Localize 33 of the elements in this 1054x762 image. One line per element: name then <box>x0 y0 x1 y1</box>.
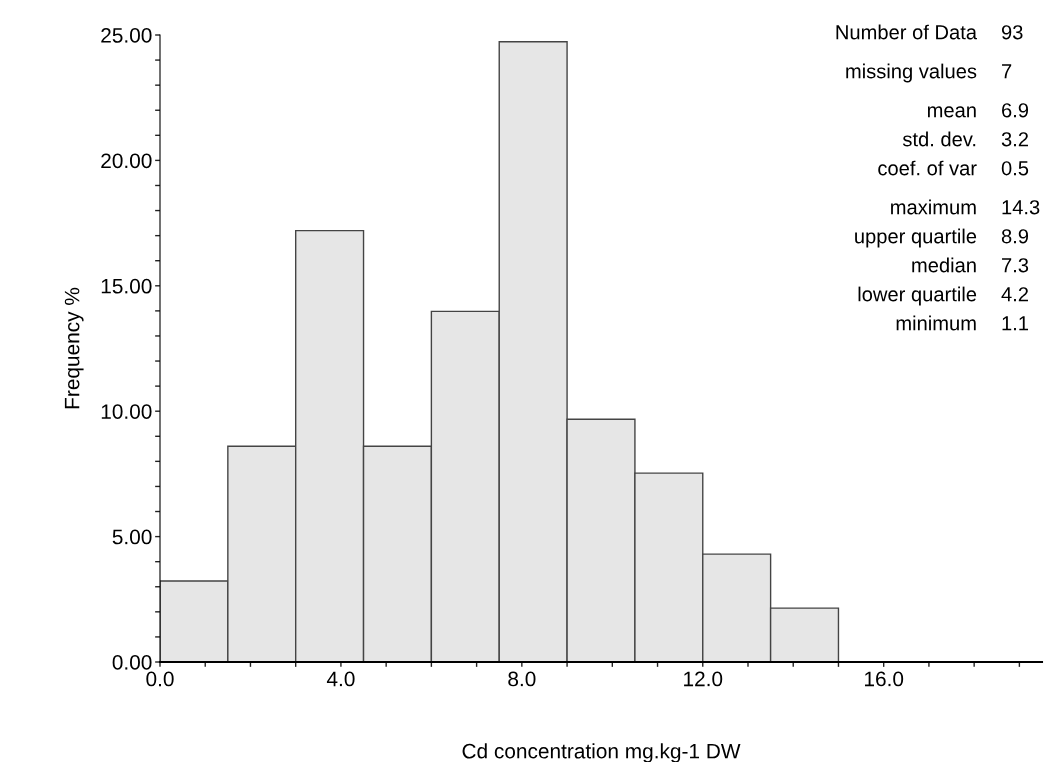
y-tick-label: 15.00 <box>101 278 152 294</box>
x-tick-label: 8.0 <box>508 671 536 687</box>
y-tick-label: 0.00 <box>112 655 152 670</box>
y-tick-label: 20.00 <box>101 153 152 169</box>
annotation: 6.9 <box>1002 103 1029 118</box>
y-tick-label: 5.00 <box>112 529 152 545</box>
annotation: Number of Data <box>836 24 978 40</box>
annotation: minimum <box>896 315 976 331</box>
annotation: std. dev. <box>902 131 976 147</box>
annotation: lower quartile <box>858 286 977 306</box>
annotation: 7.3 <box>1002 258 1029 273</box>
x-tick-label: 16.0 <box>865 671 904 687</box>
annotation: 1.1 <box>1002 316 1029 331</box>
annotation: 3.2 <box>1001 132 1028 147</box>
x-axis-title: Cd concentration mg.kg-1 DW <box>462 743 741 762</box>
annotation: 0.5 <box>1001 161 1029 176</box>
annotation: mean <box>927 106 976 118</box>
annotation: maximum <box>891 199 976 215</box>
annotation: 8.9 <box>1001 229 1029 244</box>
annotation: median <box>912 257 976 273</box>
annotation: missing values <box>846 63 977 83</box>
x-tick-label: 0.0 <box>146 671 174 687</box>
annotation: 4.2 <box>1001 287 1028 302</box>
annotation: upper quartile <box>855 228 977 248</box>
x-tick-label: 4.0 <box>326 671 355 687</box>
annotation: 7 <box>1002 64 1012 79</box>
annotation: coef. of var <box>878 160 977 176</box>
x-tick-label: 12.0 <box>684 671 723 687</box>
y-tick-label: 10.00 <box>101 404 152 419</box>
annotation: 93 <box>1001 25 1023 40</box>
y-axis-title: Frequency % <box>64 287 84 409</box>
y-tick-label: 25.00 <box>101 28 152 43</box>
annotation: 14.3 <box>1002 200 1040 215</box>
